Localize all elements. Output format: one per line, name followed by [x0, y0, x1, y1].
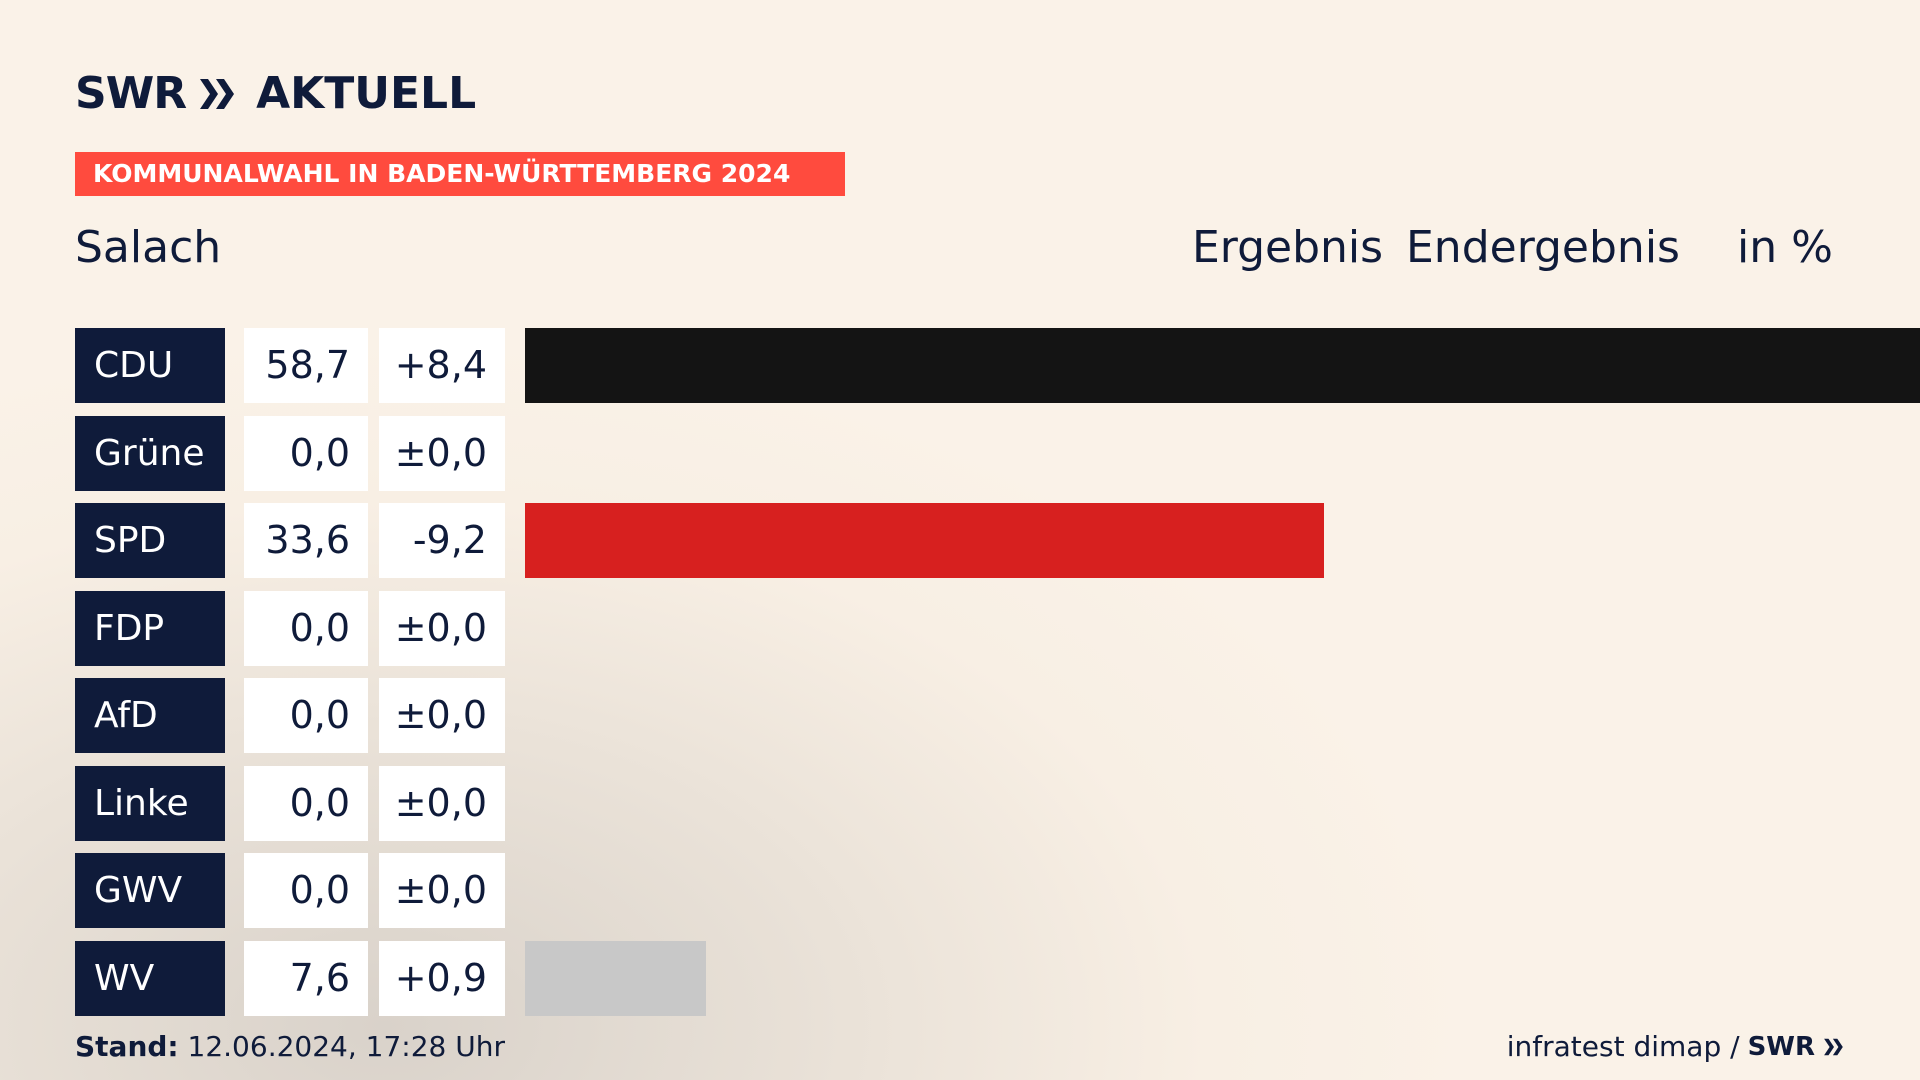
party-label: AfD — [75, 678, 225, 753]
result-diff: -9,2 — [379, 503, 505, 578]
result-value: 0,0 — [244, 765, 368, 841]
header-unit: in % — [1737, 222, 1833, 273]
result-value: 7,6 — [244, 940, 368, 1016]
source-text: infratest dimap / — [1506, 1030, 1740, 1063]
party-label: CDU — [75, 328, 225, 403]
source-brand: SWR — [1747, 1031, 1815, 1062]
party-label: GWV — [75, 853, 225, 928]
result-diff: ±0,0 — [379, 590, 505, 666]
result-value: 0,0 — [244, 590, 368, 666]
double-chevron-icon — [1824, 1038, 1843, 1055]
stand-value: 12.06.2024, 17:28 Uhr — [187, 1030, 505, 1063]
result-bar — [525, 503, 1324, 578]
result-bar — [525, 328, 1920, 403]
stand-label: Stand: — [75, 1030, 179, 1063]
result-value: 0,0 — [244, 678, 368, 753]
result-value: 33,6 — [244, 503, 368, 578]
party-label: FDP — [75, 590, 225, 666]
party-label: Grüne — [75, 415, 225, 491]
result-diff: ±0,0 — [379, 853, 505, 928]
result-value: 0,0 — [244, 415, 368, 491]
result-diff: +0,9 — [379, 940, 505, 1016]
result-diff: ±0,0 — [379, 765, 505, 841]
result-bar — [525, 940, 706, 1016]
logo-swr-text: SWR — [75, 68, 187, 119]
result-value: 58,7 — [244, 328, 368, 403]
party-label: WV — [75, 940, 225, 1016]
result-value: 0,0 — [244, 853, 368, 928]
swr-aktuell-logo: SWR AKTUELL — [75, 68, 476, 119]
result-diff: +8,4 — [379, 328, 505, 403]
header-ergebnis: Ergebnis — [1192, 222, 1384, 273]
result-diff: ±0,0 — [379, 678, 505, 753]
party-label: Linke — [75, 765, 225, 841]
election-banner: KOMMUNALWAHL IN BADEN-WÜRTTEMBERG 2024 — [75, 152, 845, 196]
source-credit: infratest dimap / SWR — [1507, 1030, 1845, 1063]
party-label: SPD — [75, 503, 225, 578]
place-title: Salach — [75, 222, 222, 273]
double-chevron-icon — [200, 78, 235, 109]
timestamp: Stand: 12.06.2024, 17:28 Uhr — [75, 1030, 505, 1063]
result-diff: ±0,0 — [379, 415, 505, 491]
logo-aktuell-text: AKTUELL — [256, 68, 477, 119]
header-endergebnis: Endergebnis — [1406, 222, 1680, 273]
